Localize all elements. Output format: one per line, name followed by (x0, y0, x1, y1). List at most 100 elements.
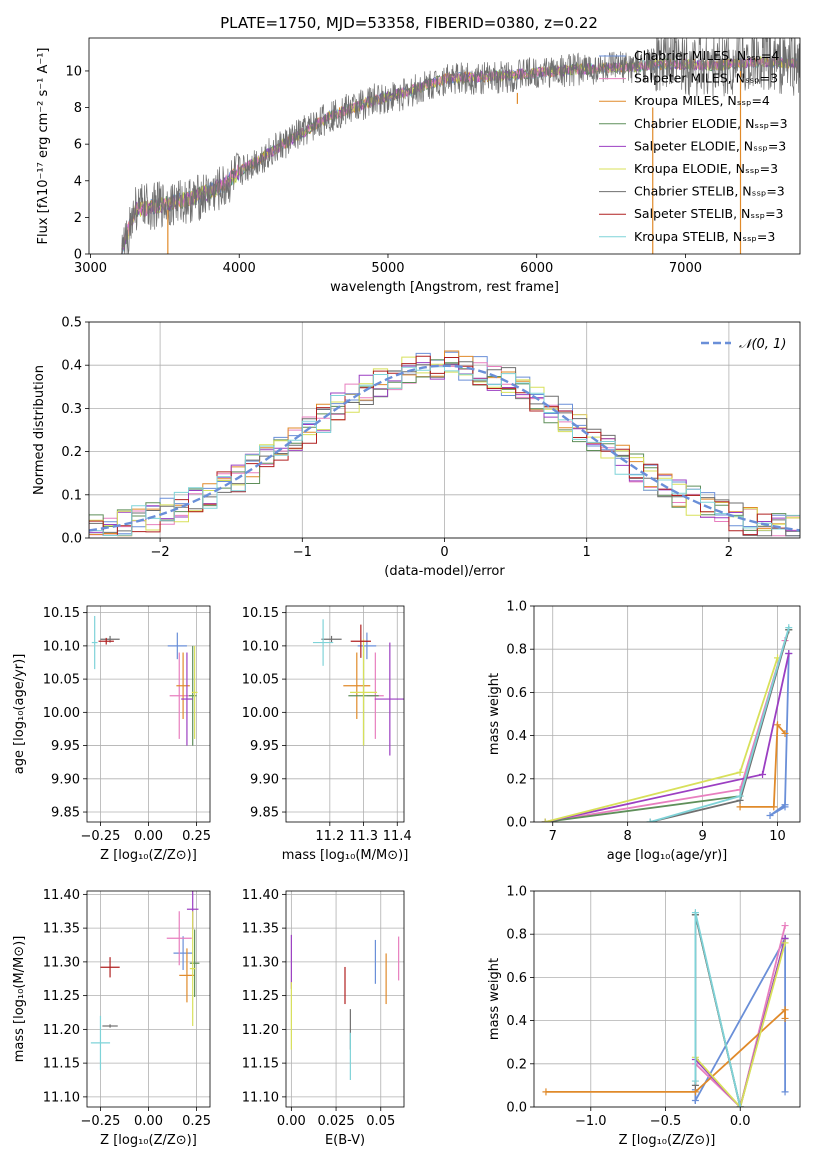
weight-marker (781, 1014, 789, 1022)
x-tick-label: 3000 (74, 261, 107, 276)
legend-label: Chabrier ELODIE, Nₛₛₚ=3 (634, 116, 788, 131)
y-tick-label: 8 (74, 101, 82, 116)
legend-label: 𝒩(0, 1) (739, 337, 786, 352)
y-tick-label: 0.0 (506, 1101, 527, 1116)
y-tick-label: 9.90 (250, 772, 279, 787)
x-tick-label: 1 (583, 545, 591, 560)
weight-marker (781, 939, 789, 947)
y-tick-label: 10.05 (43, 673, 80, 688)
y-tick-label: 0.2 (506, 772, 527, 787)
y-tick-label: 10.05 (242, 673, 279, 688)
weight-marker (781, 729, 789, 737)
y-tick-label: 10.15 (43, 606, 80, 621)
weight-marker (736, 803, 744, 811)
legend-label: Salpeter ELODIE, Nₛₛₚ=3 (634, 138, 786, 153)
weight-series-line (694, 912, 742, 1107)
weight-marker (542, 1088, 550, 1096)
normal-reference-curve (89, 364, 800, 532)
x-tick-label: 11.3 (349, 829, 378, 844)
y-tick-label: 0.8 (506, 928, 527, 943)
model-spectrum-line (121, 56, 800, 252)
x-tick-label: −1.0 (575, 1114, 607, 1129)
x-tick-label: 11.2 (315, 829, 344, 844)
errorbar-points (91, 615, 198, 746)
x-tick-label: 5000 (371, 261, 404, 276)
y-tick-label: 0.6 (506, 971, 527, 986)
y-tick-label: 11.35 (43, 922, 80, 937)
plot-frame (88, 37, 801, 255)
y-axis-label: Flux [fλ10⁻¹⁷ erg cm⁻² s⁻¹ A⁻¹] (36, 48, 51, 245)
x-tick-label: 0.25 (182, 829, 211, 844)
x-tick-label: −1 (293, 545, 312, 560)
spectrum-axes: 3000 4000 5000 6000 7000 0 2 4 6 8 10 wavelength [A… (36, 14, 801, 295)
weight-series-line (546, 1007, 786, 1093)
y-tick-label: 0.2 (61, 445, 82, 460)
mass_vs_ebv-axes: 0.00 0.025 0.05 11.10 11.15 11.20 11.25 11.30 11… (242, 888, 405, 1148)
x-tick-label: 0.25 (182, 1114, 211, 1129)
y-tick-label: 11.35 (242, 922, 279, 937)
y-tick-label: 11.30 (242, 955, 279, 970)
x-tick-label: 7000 (669, 261, 702, 276)
x-tick-label: 7 (549, 829, 557, 844)
weight-marker (766, 812, 774, 820)
x-tick-label: 0.025 (317, 1114, 354, 1129)
legend-label: Kroupa MILES, Nₛₛₚ=4 (634, 93, 770, 108)
mass_vs_Z-axes: −0.25 0.00 0.25 11.10 11.15 11.20 11.25 11.30 11… (12, 888, 211, 1148)
x-tick-label: −0.25 (81, 1114, 121, 1129)
x-tick-label: 0.0 (730, 1114, 751, 1129)
x-axis-label: wavelength [Angstrom, rest frame] (330, 280, 559, 295)
weight-marker (541, 818, 549, 822)
y-tick-label: 0.8 (506, 643, 527, 658)
weight-series-line (545, 640, 786, 822)
y-tick-label: 11.20 (43, 1023, 80, 1038)
y-tick-label: 10.10 (242, 639, 279, 654)
y-tick-label: 0.4 (506, 1014, 527, 1029)
weight-lines (541, 624, 793, 822)
y-tick-label: 11.15 (43, 1057, 80, 1072)
y-axis-label: mass [log₁₀(M/M⊙)] (12, 936, 27, 1063)
y-tick-label: 10 (65, 64, 82, 79)
x-tick-label: 0.00 (134, 829, 163, 844)
x-tick-label: 11.4 (383, 829, 412, 844)
y-tick-label: 0.4 (506, 729, 527, 744)
plot-frame (533, 890, 801, 1108)
y-tick-label: 1.0 (506, 885, 527, 900)
y-tick-label: 9.90 (51, 772, 80, 787)
weight-marker (770, 803, 778, 811)
plot-frame (88, 321, 801, 539)
mass_weight_vs_Z-axes: −1.0 −0.5 0.0 0.0 0.2 0.4 0.6 0.8 1.0 Z [log₁₀(Z/… (487, 885, 801, 1148)
errorbar-points (90, 891, 200, 1070)
x-tick-label: 0 (440, 545, 448, 560)
mass_weight_vs_age-axes: 7 8 9 10 0.0 0.2 0.4 0.6 0.8 1.0 age [log₁₀(age/yr… (487, 600, 801, 863)
x-tick-label: 8 (624, 829, 632, 844)
y-tick-label: 11.10 (43, 1090, 80, 1105)
weight-marker (781, 801, 789, 809)
errorbar-points (312, 619, 404, 756)
y-tick-label: 11.25 (242, 989, 279, 1004)
y-tick-label: 0.6 (506, 686, 527, 701)
x-tick-label: 10 (769, 829, 786, 844)
y-tick-label: 1.0 (506, 600, 527, 615)
x-tick-label: 0.00 (134, 1114, 163, 1129)
weight-marker (646, 818, 654, 822)
y-tick-label: 2 (74, 211, 82, 226)
y-tick-label: 9.95 (250, 739, 279, 754)
weight-marker (781, 1006, 789, 1014)
y-tick-label: 0.0 (61, 532, 82, 547)
y-tick-label: 11.40 (242, 888, 279, 903)
x-tick-label: 6000 (520, 261, 553, 276)
x-axis-label: Z [log₁₀(Z/Z⊙)] (100, 848, 197, 863)
spectrum-lines (121, 38, 800, 254)
y-tick-label: 4 (74, 174, 82, 189)
y-tick-label: 11.15 (242, 1057, 279, 1072)
errorbar-points (290, 934, 400, 1080)
weight-marker (736, 1103, 744, 1107)
y-axis-label: mass weight (487, 958, 502, 1040)
legend-label: Kroupa STELIB, Nₛₛₚ=3 (634, 229, 775, 244)
x-tick-label: −0.5 (650, 1114, 682, 1129)
weight-marker (736, 792, 744, 800)
model-spectrum-line (121, 57, 800, 253)
histogram-series (89, 366, 800, 537)
plot-frame (86, 890, 211, 1108)
